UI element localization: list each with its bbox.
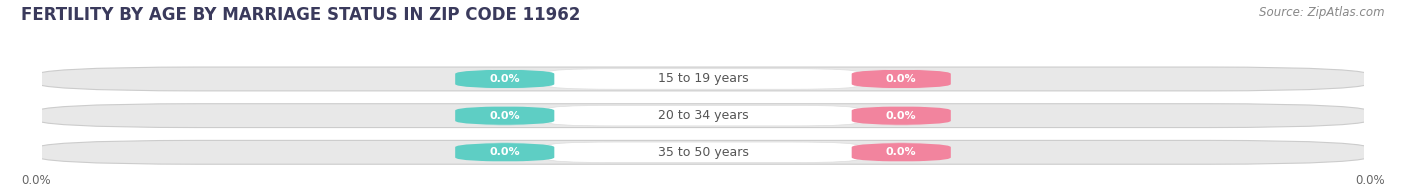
FancyBboxPatch shape [852,143,950,162]
FancyBboxPatch shape [456,143,554,162]
Text: 0.0%: 0.0% [21,174,51,187]
Text: 0.0%: 0.0% [489,111,520,121]
FancyBboxPatch shape [456,69,554,89]
Text: 15 to 19 years: 15 to 19 years [658,73,748,85]
FancyBboxPatch shape [548,105,858,126]
FancyBboxPatch shape [548,142,858,162]
Text: FERTILITY BY AGE BY MARRIAGE STATUS IN ZIP CODE 11962: FERTILITY BY AGE BY MARRIAGE STATUS IN Z… [21,6,581,24]
Text: 0.0%: 0.0% [886,147,917,157]
Text: 0.0%: 0.0% [1355,174,1385,187]
Text: 0.0%: 0.0% [489,74,520,84]
FancyBboxPatch shape [456,106,554,125]
FancyBboxPatch shape [852,69,950,89]
FancyBboxPatch shape [32,67,1374,91]
Text: 20 to 34 years: 20 to 34 years [658,109,748,122]
Text: 0.0%: 0.0% [886,74,917,84]
Text: 0.0%: 0.0% [886,111,917,121]
Text: Source: ZipAtlas.com: Source: ZipAtlas.com [1260,6,1385,19]
FancyBboxPatch shape [852,106,950,125]
FancyBboxPatch shape [548,69,858,89]
FancyBboxPatch shape [32,140,1374,164]
FancyBboxPatch shape [32,104,1374,128]
Text: 35 to 50 years: 35 to 50 years [658,146,748,159]
Text: 0.0%: 0.0% [489,147,520,157]
